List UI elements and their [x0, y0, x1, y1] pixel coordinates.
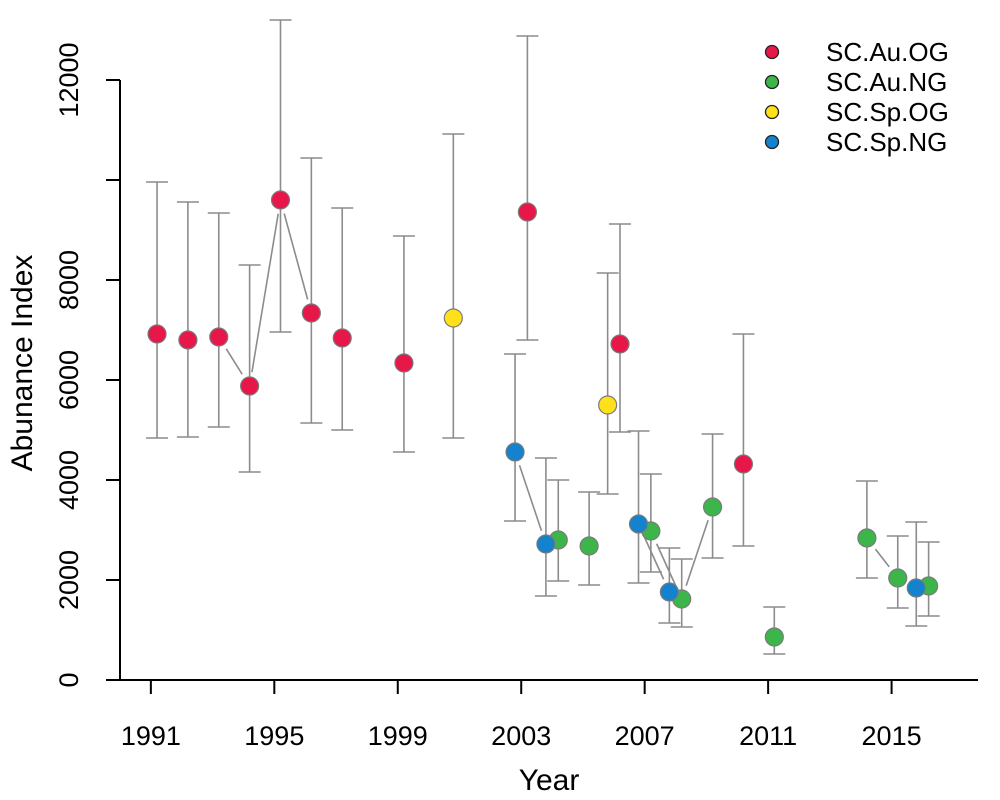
point-sc-au-og: [301, 303, 321, 323]
point-sc-sp-ng: [628, 514, 649, 534]
error-bar-sc-sp-ng: [504, 353, 527, 522]
point-sc-au-og: [733, 454, 754, 474]
y-tick-label: 0: [54, 672, 84, 687]
error-bar-sc-sp-og: [442, 133, 465, 439]
legend-marker-sc-au-ng: [764, 74, 780, 90]
connector-line: [518, 465, 543, 531]
y-axis-title: Abunance Index: [6, 255, 39, 472]
point-sc-au-og: [610, 334, 630, 354]
x-axis-title: Year: [519, 764, 580, 797]
error-bar-sc-sp-og: [596, 272, 619, 495]
x-tick-label: 1991: [121, 721, 181, 751]
point-sc-au-ng: [857, 528, 877, 548]
connector-line: [655, 543, 677, 587]
y-tick-label: 8000: [54, 250, 84, 310]
error-bars: [146, 19, 940, 655]
point-sc-au-ng: [702, 497, 723, 517]
legend-label-sc-sp-ng: SC.Sp.NG: [826, 127, 947, 157]
point-sc-au-ng: [888, 568, 908, 588]
connector-line: [283, 213, 309, 300]
point-sc-au-og: [517, 202, 537, 222]
connector-line: [251, 213, 279, 373]
error-bar-sc-au-og: [732, 333, 755, 547]
point-sc-au-og: [270, 190, 291, 210]
error-bar-sc-sp-ng: [905, 521, 928, 627]
point-sc-sp-og: [598, 395, 618, 415]
legend-marker-sc-sp-ng: [764, 134, 780, 150]
x-tick-label: 2015: [862, 721, 922, 751]
point-sc-au-og: [147, 324, 167, 344]
error-bar-sc-au-og: [300, 157, 323, 424]
point-sc-sp-ng: [906, 578, 926, 598]
error-bar-sc-au-og: [516, 35, 539, 341]
point-sc-au-og: [178, 330, 198, 350]
x-tick-label: 2011: [739, 721, 797, 751]
connector-line: [874, 548, 890, 568]
legend-marker-sc-sp-og: [764, 104, 780, 120]
y-ticks: 0 2000 4000 6000 8000 12000: [54, 42, 120, 688]
error-bar-sc-au-og: [238, 264, 261, 473]
connector-line: [225, 348, 243, 375]
x-tick-label: 1999: [368, 721, 428, 751]
legend-marker-sc-au-og: [764, 44, 780, 60]
legend-label-sc-sp-og: SC.Sp.OG: [826, 97, 949, 127]
x-tick-label: 2007: [615, 721, 675, 751]
error-bar-sc-au-og: [146, 181, 169, 439]
x-ticks: 1991 1995 1999 2003 2007 2011 2015: [121, 680, 922, 751]
point-sc-sp-ng: [505, 442, 525, 462]
point-sc-sp-og: [443, 308, 463, 328]
legend-label-sc-au-og: SC.Au.OG: [826, 37, 949, 67]
point-sc-sp-ng: [536, 534, 556, 554]
point-sc-sp-ng: [659, 582, 679, 602]
error-bar-sc-au-og: [331, 207, 354, 431]
connector-line: [685, 520, 709, 586]
x-tick-label: 2003: [491, 721, 551, 751]
connector-line: [643, 536, 665, 580]
y-tick-label: 4000: [54, 450, 84, 510]
point-sc-au-ng: [579, 536, 599, 556]
point-sc-au-og: [240, 376, 260, 396]
point-sc-au-ng: [764, 627, 784, 647]
point-sc-au-og: [209, 327, 229, 347]
axes: 1991 1995 1999 2003 2007 2011 2015 0 2000 4000 60…: [54, 42, 978, 751]
error-bar-sc-sp-ng: [534, 457, 557, 597]
legend-label-sc-au-ng: SC.Au.NG: [826, 67, 947, 97]
connector-lines: [225, 213, 890, 587]
error-bar-sc-au-ng: [701, 433, 724, 559]
y-tick-label: 2000: [54, 550, 84, 610]
x-tick-label: 1995: [244, 721, 304, 751]
data-points: [147, 190, 939, 647]
error-bar-sc-au-og: [269, 19, 292, 333]
error-bar-sc-au-og: [392, 235, 415, 453]
point-sc-au-og: [332, 328, 352, 348]
point-sc-au-og: [394, 353, 414, 373]
error-bar-sc-au-og: [207, 212, 230, 428]
y-tick-label: 12000: [54, 42, 84, 117]
y-tick-label: 6000: [54, 350, 84, 410]
error-bar-sc-sp-ng: [627, 430, 650, 584]
error-bar-sc-au-og: [608, 223, 631, 433]
error-bar-sc-au-og: [176, 201, 199, 438]
